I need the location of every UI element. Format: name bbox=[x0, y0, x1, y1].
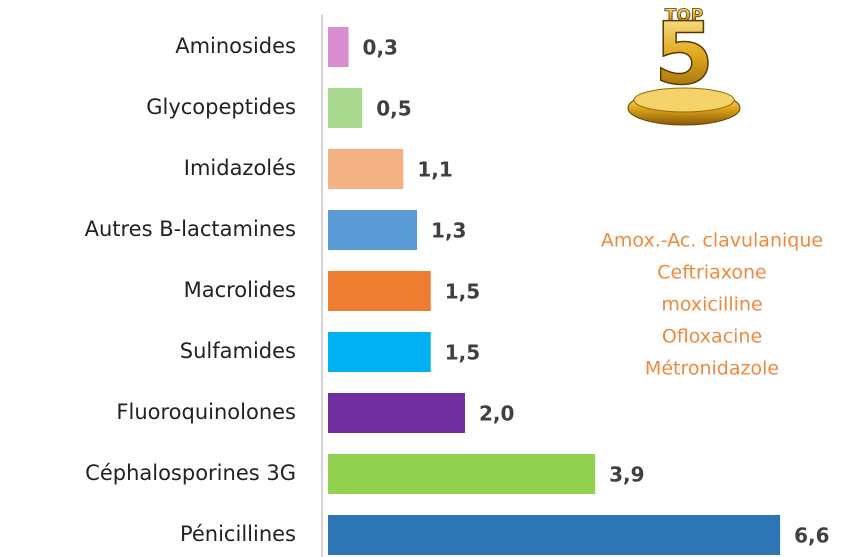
top-list-item: Métronidazole bbox=[645, 358, 779, 380]
value-label: 1,5 bbox=[445, 341, 480, 365]
top-list-item: Amox.-Ac. clavulanique bbox=[601, 230, 823, 252]
category-label: Imidazolés bbox=[184, 156, 296, 180]
category-label: Glycopeptides bbox=[146, 95, 296, 119]
bar bbox=[328, 27, 349, 67]
category-label: Autres B-lactamines bbox=[85, 217, 296, 241]
value-label: 3,9 bbox=[609, 463, 644, 487]
category-label: Sulfamides bbox=[180, 339, 296, 363]
category-label: Macrolides bbox=[184, 278, 296, 302]
value-label: 6,6 bbox=[794, 524, 829, 548]
category-label: Fluoroquinolones bbox=[116, 400, 296, 424]
bar bbox=[328, 88, 362, 128]
value-label: 1,1 bbox=[417, 158, 452, 182]
value-label: 0,5 bbox=[376, 97, 411, 121]
bar bbox=[328, 393, 465, 433]
top-list-item: Ceftriaxone bbox=[657, 262, 767, 284]
bar bbox=[328, 515, 780, 555]
badge-number: 5 bbox=[654, 4, 714, 104]
top-list-item: Ofloxacine bbox=[662, 326, 762, 348]
category-label: Aminosides bbox=[175, 34, 296, 58]
bar bbox=[328, 454, 595, 494]
bar bbox=[328, 210, 417, 250]
badge: TOP 5 bbox=[628, 4, 740, 125]
top-list-item: moxicilline bbox=[661, 294, 762, 316]
value-label: 0,3 bbox=[363, 36, 398, 60]
bar bbox=[328, 332, 431, 372]
value-label: 1,3 bbox=[431, 219, 466, 243]
value-label: 2,0 bbox=[479, 402, 514, 426]
category-label: Céphalosporines 3G bbox=[85, 461, 296, 485]
category-label: Pénicillines bbox=[180, 522, 296, 546]
value-label: 1,5 bbox=[445, 280, 480, 304]
chart: TOP 5 Aminosides 0,3 Glycopeptides 0,5 Imida… bbox=[0, 0, 851, 557]
bar bbox=[328, 271, 431, 311]
bar bbox=[328, 149, 403, 189]
page: TOP 5 Aminosides 0,3 Glycopeptides 0,5 Imida… bbox=[0, 0, 851, 557]
